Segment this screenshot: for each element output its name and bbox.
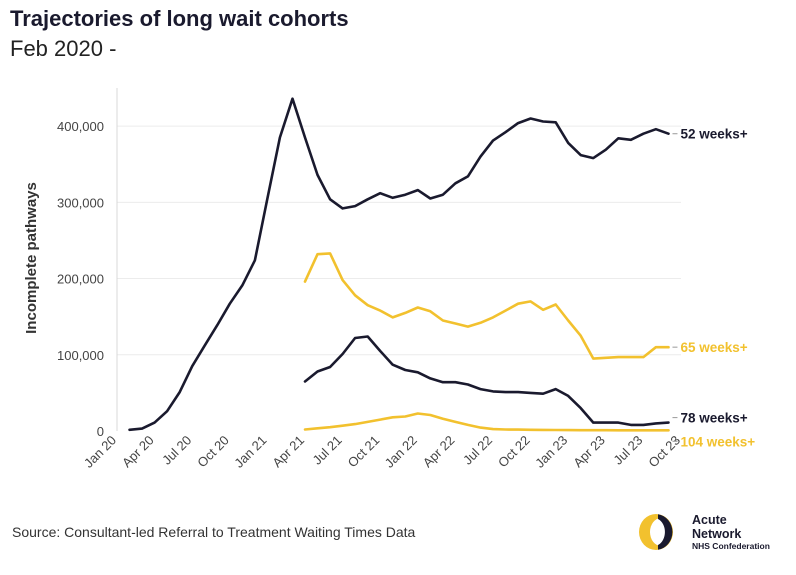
logo-text-network: Network <box>692 526 742 541</box>
x-tick-label: Jul 21 <box>310 433 345 468</box>
series-line-52-weeks <box>128 97 670 432</box>
y-tick-label: 200,000 <box>57 272 104 287</box>
y-tick-label: 400,000 <box>57 119 104 134</box>
y-tick-label: 300,000 <box>57 195 104 210</box>
logo-text-nhs-confederation: NHS Confederation <box>692 541 770 551</box>
gridlines <box>117 125 681 356</box>
series-end-labels: 52 weeks+ 65 weeks+ 78 weeks+ 104 weeks+ <box>672 127 755 449</box>
x-tick-label: Oct 21 <box>345 433 383 471</box>
x-tick-label: Jul 23 <box>610 433 645 468</box>
series-end-label-104-weeks: 104 weeks+ <box>680 434 755 449</box>
series-line-78-weeks <box>303 335 670 427</box>
x-tick-label: Jul 20 <box>159 433 194 468</box>
chart-subtitle: Feb 2020 - <box>10 36 117 61</box>
y-tick-label: 100,000 <box>57 348 104 363</box>
x-tick-label: Oct 20 <box>194 433 232 471</box>
acute-network-logo: Acute Network NHS Confederation <box>636 510 786 554</box>
x-tick-label: Apr 23 <box>570 433 608 471</box>
series-end-label-78-weeks: 78 weeks+ <box>680 411 747 426</box>
x-tick-label: Jul 22 <box>460 433 495 468</box>
chart-title: Trajectories of long wait cohorts <box>10 6 349 31</box>
x-tick-label: Apr 20 <box>119 433 157 471</box>
x-tick-label: Oct 22 <box>495 433 533 471</box>
series-line-104-weeks <box>303 412 670 432</box>
x-tick-label: Oct 23 <box>645 433 683 471</box>
series-lines <box>128 97 670 432</box>
x-tick-label: Jan 22 <box>382 433 420 471</box>
source-note: Source: Consultant-led Referral to Treat… <box>12 524 416 540</box>
series-line-65-weeks <box>303 252 670 360</box>
x-tick-label: Jan 23 <box>532 433 570 471</box>
x-tick-label: Apr 21 <box>269 433 307 471</box>
acute-network-logo-mark <box>639 514 673 550</box>
series-end-label-65-weeks: 65 weeks+ <box>680 340 747 355</box>
y-tick-label: 0 <box>97 424 104 439</box>
x-tick-label: Jan 21 <box>231 433 269 471</box>
series-end-label-52-weeks: 52 weeks+ <box>680 127 747 142</box>
y-axis-label: Incomplete pathways <box>23 182 40 334</box>
logo-text-acute: Acute <box>692 513 727 527</box>
x-tick-label: Apr 22 <box>420 433 458 471</box>
